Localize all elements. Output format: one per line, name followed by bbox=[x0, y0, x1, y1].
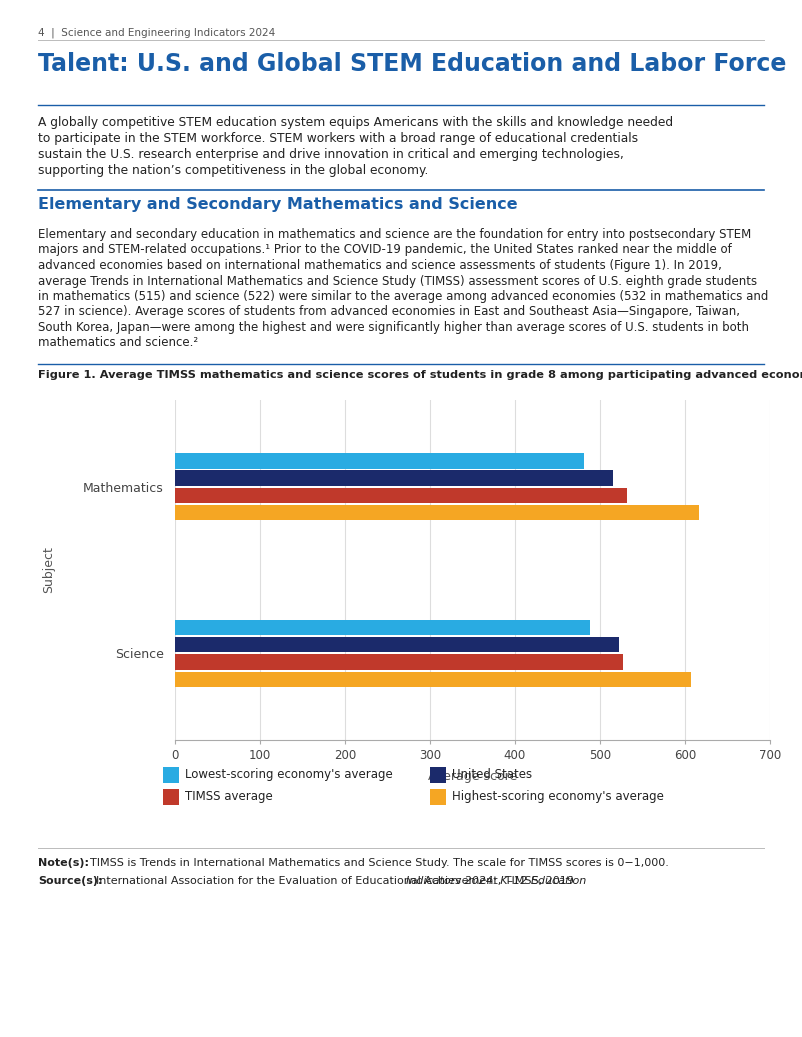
Text: 527 in science). Average scores of students from advanced economies in East and : 527 in science). Average scores of stude… bbox=[38, 306, 740, 318]
Text: majors and STEM-related occupations.¹ Prior to the COVID-19 pandemic, the United: majors and STEM-related occupations.¹ Pr… bbox=[38, 244, 731, 256]
Text: Talent: U.S. and Global STEM Education and Labor Force: Talent: U.S. and Global STEM Education a… bbox=[38, 52, 787, 76]
Text: TIMSS is Trends in International Mathematics and Science Study. The scale for TI: TIMSS is Trends in International Mathema… bbox=[90, 858, 669, 868]
Text: 4  |  Science and Engineering Indicators 2024: 4 | Science and Engineering Indicators 2… bbox=[38, 28, 275, 38]
Text: Source(s):: Source(s): bbox=[38, 876, 103, 886]
Bar bbox=[175, 654, 623, 670]
Bar bbox=[175, 620, 589, 636]
Text: supporting the nation’s competitiveness in the global economy.: supporting the nation’s competitiveness … bbox=[38, 164, 428, 177]
Text: sustain the U.S. research enterprise and drive innovation in critical and emergi: sustain the U.S. research enterprise and… bbox=[38, 148, 624, 161]
Y-axis label: Subject: Subject bbox=[43, 546, 55, 593]
Text: mathematics and science.²: mathematics and science.² bbox=[38, 336, 198, 349]
Text: Highest-scoring economy's average: Highest-scoring economy's average bbox=[452, 790, 664, 803]
Bar bbox=[175, 672, 691, 686]
Text: United States: United States bbox=[452, 767, 532, 781]
Text: Elementary and Secondary Mathematics and Science: Elementary and Secondary Mathematics and… bbox=[38, 197, 517, 212]
Text: International Association for the Evaluation of Educational Achievement, TIMSS, : International Association for the Evalua… bbox=[96, 876, 581, 886]
Text: average Trends in International Mathematics and Science Study (TIMSS) assessment: average Trends in International Mathemat… bbox=[38, 275, 757, 287]
Bar bbox=[175, 505, 699, 521]
Bar bbox=[175, 453, 584, 469]
Bar bbox=[175, 487, 627, 503]
Text: Indicators 2024: K–12 Education: Indicators 2024: K–12 Education bbox=[406, 876, 586, 886]
Text: advanced economies based on international mathematics and science assessments of: advanced economies based on internationa… bbox=[38, 259, 722, 272]
Bar bbox=[175, 637, 618, 652]
Text: Elementary and secondary education in mathematics and science are the foundation: Elementary and secondary education in ma… bbox=[38, 228, 751, 241]
Text: Figure 1. Average TIMSS mathematics and science scores of students in grade 8 am: Figure 1. Average TIMSS mathematics and … bbox=[38, 370, 802, 380]
Text: South Korea, Japan—were among the highest and were significantly higher than ave: South Korea, Japan—were among the highes… bbox=[38, 321, 749, 334]
Text: to participate in the STEM workforce. STEM workers with a broad range of educati: to participate in the STEM workforce. ST… bbox=[38, 132, 638, 145]
Text: Lowest-scoring economy's average: Lowest-scoring economy's average bbox=[185, 767, 393, 781]
Text: TIMSS average: TIMSS average bbox=[185, 790, 273, 803]
Text: A globally competitive STEM education system equips Americans with the skills an: A globally competitive STEM education sy… bbox=[38, 116, 673, 129]
X-axis label: Average score: Average score bbox=[428, 770, 517, 783]
Text: in mathematics (515) and science (522) were similar to the average among advance: in mathematics (515) and science (522) w… bbox=[38, 290, 768, 303]
Text: Note(s):: Note(s): bbox=[38, 858, 89, 868]
Bar bbox=[175, 471, 613, 485]
